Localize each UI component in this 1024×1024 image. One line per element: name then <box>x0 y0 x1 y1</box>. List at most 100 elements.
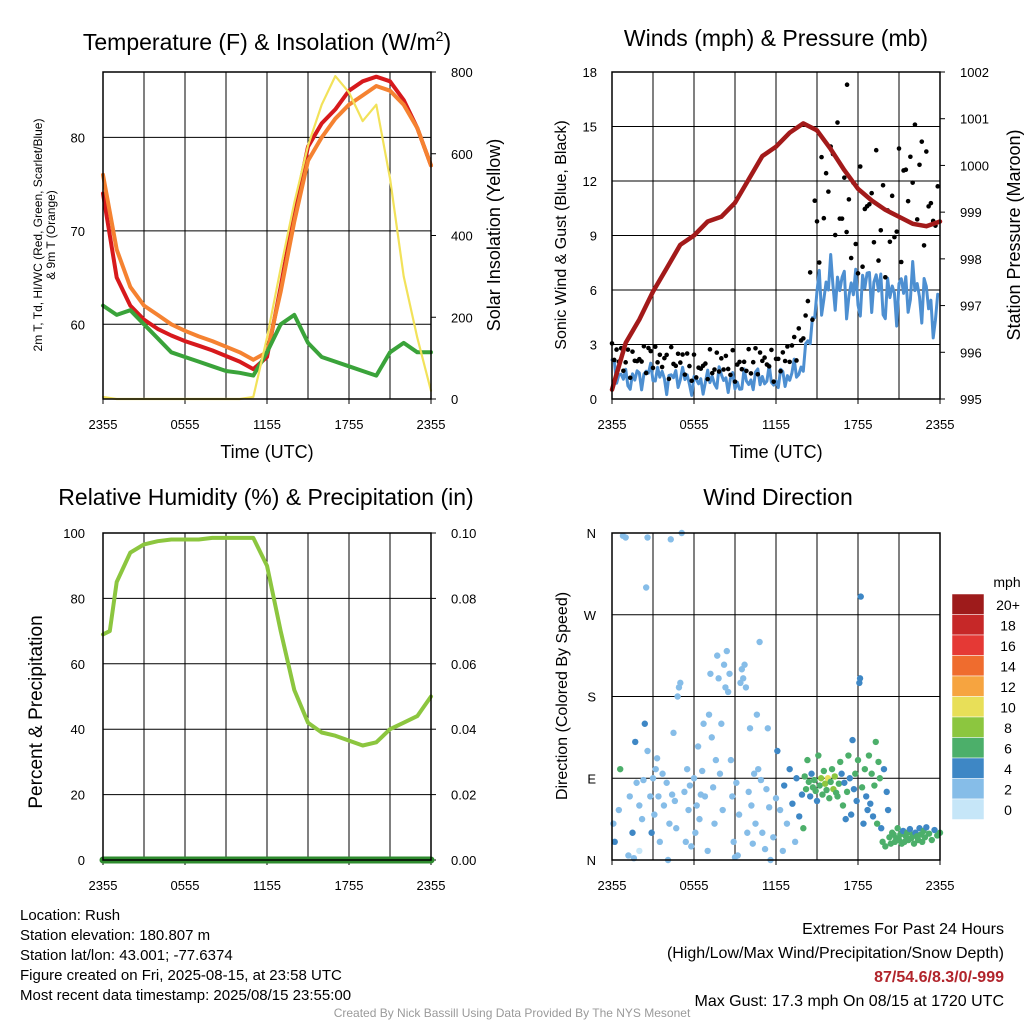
gust-point <box>614 347 619 352</box>
direction-point <box>685 806 692 814</box>
direction-point <box>804 756 811 764</box>
gust-point <box>687 363 692 369</box>
gust-point <box>703 361 708 366</box>
gust-point <box>892 234 897 240</box>
max-gust-text: Max Gust: 17.3 mph On 08/15 at 1720 UTC <box>694 993 1005 1010</box>
y2-tick-label: 200 <box>451 310 473 325</box>
direction-point <box>838 770 845 777</box>
direction-point <box>671 797 679 805</box>
direction-point <box>741 661 748 668</box>
legend-swatch <box>951 716 985 738</box>
gust-point <box>611 357 617 363</box>
series-pressure <box>609 121 943 392</box>
direction-point <box>846 775 853 782</box>
gust-point <box>789 343 795 348</box>
direction-point <box>894 825 901 832</box>
direction-point <box>715 675 722 682</box>
y-tick-label: N <box>587 526 596 541</box>
direction-point <box>878 825 885 832</box>
gust-point <box>914 217 920 222</box>
gust-point <box>905 198 911 204</box>
gust-point <box>869 190 874 196</box>
direction-point <box>857 593 864 600</box>
direction-point <box>808 770 815 777</box>
x-tick-label: 0555 <box>171 878 200 893</box>
direction-point <box>636 802 643 809</box>
y2-axis-label: Solar Insolation (Yellow) <box>484 139 504 331</box>
y-tick-label: S <box>587 690 596 705</box>
elevation-text: Station elevation: 180.807 m <box>20 927 211 944</box>
legend-label: 0 <box>1004 802 1012 818</box>
direction-point <box>694 743 702 750</box>
y-tick-label: 20 <box>71 788 85 803</box>
direction-point <box>834 793 841 800</box>
direction-point <box>856 675 864 682</box>
direction-point <box>753 711 761 718</box>
x-tick-label: 0555 <box>171 417 200 432</box>
direction-point <box>843 788 851 796</box>
direction-point <box>622 534 629 541</box>
gust-point <box>657 352 663 358</box>
gust-point <box>908 154 913 160</box>
x-tick-label: 1155 <box>253 417 281 432</box>
y-axis-label: & 9m T (Orange) <box>44 190 58 280</box>
direction-point <box>705 711 713 718</box>
direction-point <box>850 785 858 793</box>
y-tick-label: 9 <box>590 229 597 244</box>
y2-tick-label: 0.02 <box>451 788 476 803</box>
direction-point <box>724 688 732 696</box>
gust-point <box>650 365 656 371</box>
x-tick-label: 1755 <box>844 417 873 432</box>
x-tick-label: 1155 <box>253 878 281 893</box>
gust-point <box>652 344 658 349</box>
y-axis-label: 2m T, Td, HI/WC (Red, Green, Scarlet/Blu… <box>31 119 45 352</box>
legend-swatch <box>951 593 985 615</box>
recent-data-text: Most recent data timestamp: 2025/08/15 2… <box>20 987 352 1004</box>
direction-point <box>806 793 814 800</box>
direction-point <box>875 758 882 766</box>
x-axis-label: Time (UTC) <box>220 442 313 462</box>
gust-point <box>803 313 808 318</box>
direction-point <box>625 852 632 859</box>
direction-point <box>826 795 833 802</box>
x-tick-label: 1755 <box>335 878 364 893</box>
gust-point <box>705 376 710 382</box>
direction-point <box>692 829 699 836</box>
direction-point <box>712 756 720 764</box>
gust-point <box>919 139 925 144</box>
direction-point <box>708 734 715 741</box>
latlon-text: Station lat/lon: 43.001; -77.6374 <box>20 947 233 964</box>
direction-point <box>816 782 823 789</box>
y2-tick-label: 1002 <box>960 65 989 80</box>
gust-point <box>643 370 649 376</box>
gust-point <box>707 347 713 352</box>
direction-point <box>707 670 714 677</box>
gust-point <box>860 264 865 270</box>
direction-point <box>884 806 892 814</box>
gust-point <box>709 370 715 376</box>
x-tick-label: 1755 <box>335 417 364 432</box>
gust-point <box>782 358 788 364</box>
legend-swatch <box>951 757 985 779</box>
direction-point <box>699 767 706 775</box>
gust-point <box>819 154 824 160</box>
y-axis-label: Percent & Precipitation <box>26 615 47 808</box>
gust-point <box>848 255 854 261</box>
y2-axis-label: Station Pressure (Maroon) <box>1004 129 1024 340</box>
legend-label: 10 <box>1000 700 1016 716</box>
direction-point <box>861 765 869 773</box>
gust-point <box>903 167 909 173</box>
direction-point <box>700 720 707 727</box>
gust-point <box>826 189 831 194</box>
gust-point <box>883 274 888 280</box>
direction-point <box>779 847 787 855</box>
gust-point <box>805 298 811 304</box>
direction-point <box>636 847 643 855</box>
y-tick-label: 80 <box>71 130 85 145</box>
legend-swatch <box>951 798 985 820</box>
gust-point <box>917 162 922 168</box>
series-temp2m <box>101 74 433 372</box>
extremes-values: 87/54.6/8.3/0/-999 <box>874 969 1004 986</box>
gust-point <box>684 351 690 356</box>
direction-point <box>868 770 875 777</box>
